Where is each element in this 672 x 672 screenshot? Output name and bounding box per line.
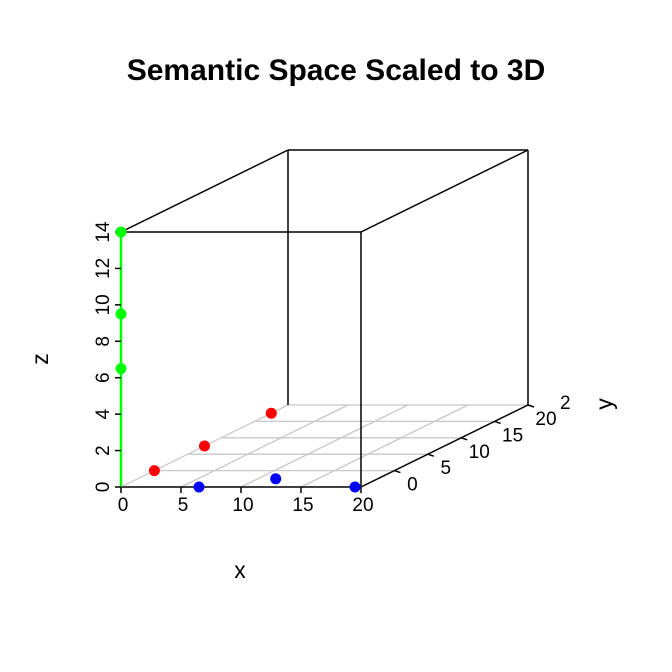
- z-tick-label: 12: [93, 258, 114, 279]
- y-tick-label: 0: [407, 475, 418, 496]
- data-point: [115, 226, 127, 238]
- plot-box: [120, 149, 529, 488]
- x-tick-label: 0: [118, 495, 129, 516]
- data-point: [148, 465, 160, 477]
- y-tick-mark: [394, 469, 401, 474]
- data-point: [193, 481, 205, 493]
- y-tick-mark: [527, 404, 535, 408]
- z-tick-label: 14: [93, 221, 114, 243]
- x-tick-label: 5: [178, 495, 189, 516]
- y-tick-label: 5: [441, 458, 452, 479]
- z-axis-label: z: [27, 353, 53, 365]
- x-axis-label: x: [234, 557, 246, 583]
- z-tick-label: 0: [93, 482, 114, 493]
- data-points: [115, 226, 361, 493]
- z-tick-label: 8: [93, 336, 114, 347]
- y-tick-mark: [427, 453, 435, 457]
- x-tick-label: 10: [232, 495, 253, 516]
- x-tick-label: 20: [352, 495, 373, 516]
- z-tick-label: 2: [93, 445, 114, 456]
- xy-gridlines: [120, 404, 529, 488]
- box-edge: [120, 149, 289, 233]
- box-edge: [360, 404, 529, 488]
- chart-title: Semantic Space Scaled to 3D: [127, 54, 546, 87]
- box-edge: [360, 149, 529, 233]
- z-tick-label: 6: [93, 372, 114, 383]
- y-tick-mark: [494, 420, 501, 425]
- data-point: [115, 308, 127, 320]
- y-axis-label: y: [591, 398, 617, 410]
- data-point: [349, 481, 361, 493]
- y-tick-label: 20: [535, 409, 556, 430]
- z-tick-label: 10: [93, 294, 114, 315]
- grid-line-x: [300, 404, 469, 488]
- grid-line-x: [240, 404, 409, 488]
- y-tick-label: 10: [469, 442, 490, 463]
- y-tick-label-extra: 2: [560, 393, 571, 414]
- data-point: [270, 473, 282, 485]
- grid-line-x: [180, 404, 349, 488]
- data-point: [265, 407, 277, 419]
- data-point: [199, 440, 210, 452]
- x-tick-label: 15: [292, 495, 313, 516]
- y-tick-mark: [460, 437, 468, 441]
- y-tick-label: 15: [502, 425, 523, 446]
- data-point: [115, 363, 127, 375]
- z-tick-label: 4: [93, 408, 114, 419]
